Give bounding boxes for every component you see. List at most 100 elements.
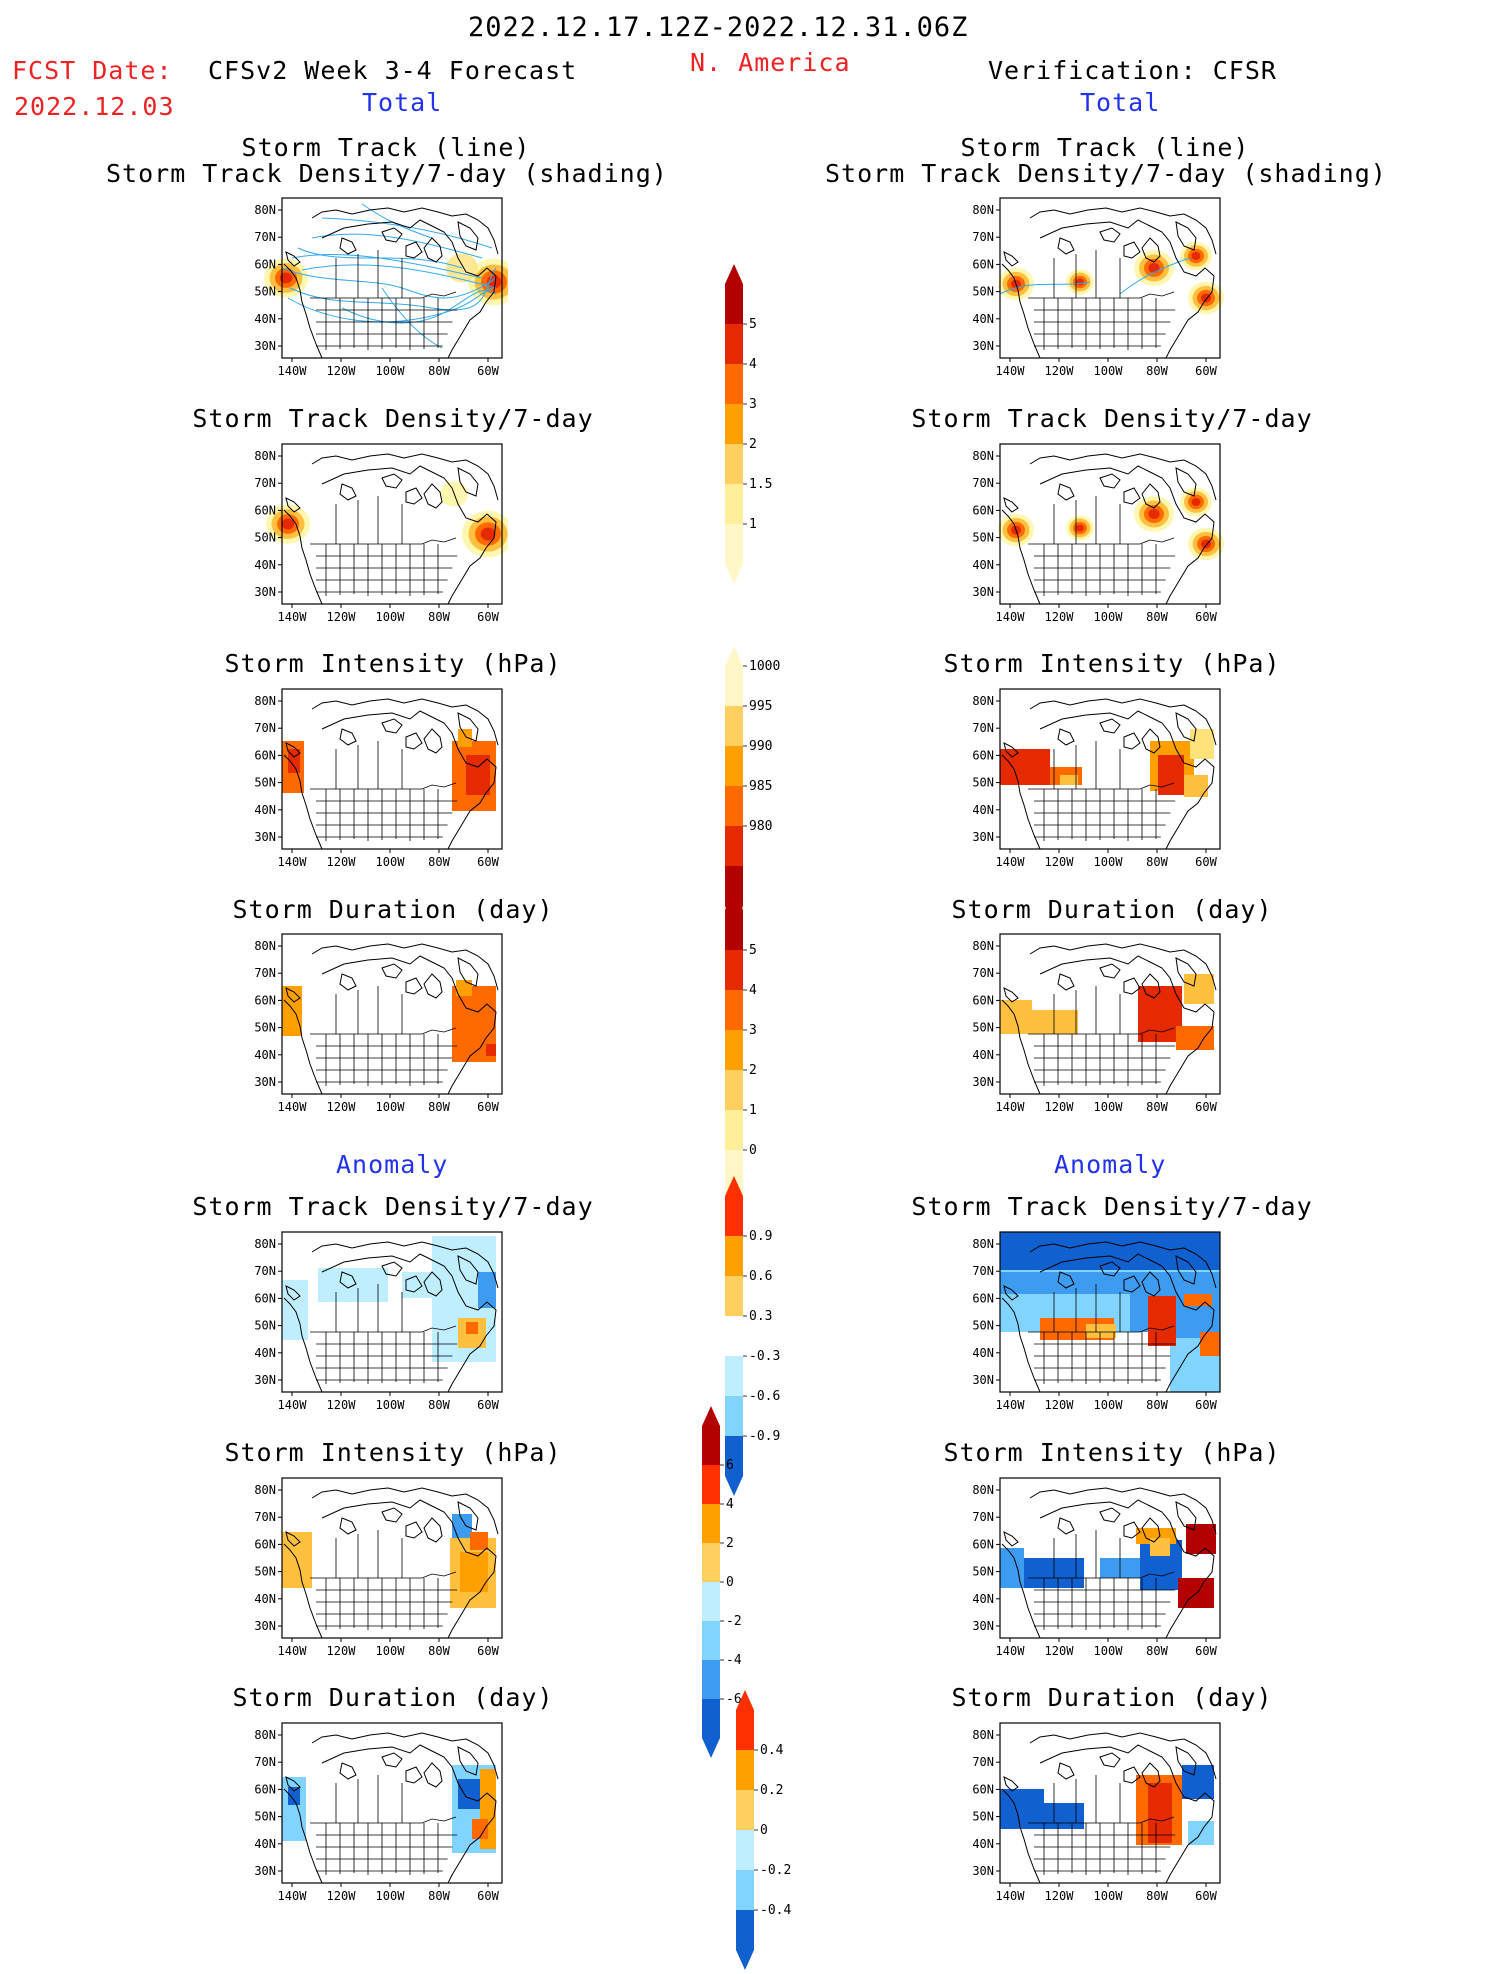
lon-tick-label: 80W xyxy=(428,1644,450,1658)
colorbar-tick-label: 5 xyxy=(749,317,757,332)
lat-tick-label: 80N xyxy=(972,939,994,953)
lon-tick-label: 80W xyxy=(428,364,450,378)
map-fcst-intensity-anomaly: 80N 70N 60N 50N 40N 30N 140W 120W 100W 80W 60W xyxy=(240,1474,508,1674)
map-fcst-density-anomaly: 80N 70N 60N 50N 40N 30N 140W 120W 100W 80W 60W xyxy=(240,1228,508,1428)
lat-tick-label: 80N xyxy=(972,1728,994,1742)
lon-tick-label: 80W xyxy=(428,1398,450,1412)
lon-tick-label: 120W xyxy=(1045,1100,1075,1114)
lat-tick-label: 50N xyxy=(972,531,994,545)
colorbar-tick-label: -0.4 xyxy=(760,1903,791,1918)
lat-tick-label: 40N xyxy=(254,1592,276,1606)
lon-tick-label: 100W xyxy=(1094,1644,1124,1658)
lat-tick-label: 50N xyxy=(254,1810,276,1824)
colorbar-tick-label: -6 xyxy=(726,1692,742,1707)
lon-tick-label: 100W xyxy=(376,610,406,624)
lon-tick-label: 100W xyxy=(376,1100,406,1114)
map-obs-storm-track: 80N 70N 60N 50N 40N 30N 140W 120W 100W 80W 60W xyxy=(958,194,1226,394)
lat-tick-label: 80N xyxy=(254,939,276,953)
colorbar-tick-label: 4 xyxy=(749,983,757,998)
lon-tick-label: 100W xyxy=(376,1398,406,1412)
lat-tick-label: 50N xyxy=(972,776,994,790)
colorbar-tick-label: -0.9 xyxy=(749,1429,780,1444)
lon-tick-label: 100W xyxy=(376,1889,406,1903)
lon-tick-label: 120W xyxy=(327,610,357,624)
colorbar-intensity-total: 1000 995 990 985 980 xyxy=(715,646,795,930)
colorbar-tick-label: -4 xyxy=(726,1653,742,1668)
lon-tick-label: 140W xyxy=(996,364,1026,378)
colorbar-tick-label: 0.9 xyxy=(749,1229,772,1244)
lon-tick-label: 140W xyxy=(278,1398,308,1412)
map-obs-duration: 80N 70N 60N 50N 40N 30N 140W 120W 100W 80W 60W xyxy=(958,930,1226,1130)
lat-tick-label: 70N xyxy=(972,1510,994,1524)
colorbar-density-total: 5 4 3 2 1.5 1 xyxy=(715,264,795,588)
left-track-title-2: Storm Track Density/7-day (shading) xyxy=(106,159,668,188)
lat-tick-label: 30N xyxy=(972,830,994,844)
lat-tick-label: 80N xyxy=(254,1237,276,1251)
right-anom-density-title: Storm Track Density/7-day xyxy=(911,1192,1313,1221)
colorbar-density-anomaly: 0.9 0.6 0.3 -0.3 -0.6 -0.9 xyxy=(715,1176,795,1500)
lat-tick-label: 60N xyxy=(254,748,276,762)
lon-tick-label: 120W xyxy=(327,1100,357,1114)
lat-tick-label: 80N xyxy=(254,203,276,217)
lon-tick-label: 100W xyxy=(1094,364,1124,378)
lat-tick-label: 30N xyxy=(972,339,994,353)
colorbar-tick-label: 2 xyxy=(726,1536,734,1551)
map-obs-duration-anomaly: 80N 70N 60N 50N 40N 30N 140W 120W 100W 80W 60W xyxy=(958,1719,1226,1919)
lon-tick-label: 80W xyxy=(428,1100,450,1114)
right-track-title-1: Storm Track (line) xyxy=(960,133,1250,162)
colorbar-tick-label: 0.3 xyxy=(749,1309,772,1324)
lat-tick-label: 50N xyxy=(254,776,276,790)
lon-tick-label: 60W xyxy=(1195,1100,1217,1114)
fcst-date-label: FCST Date: xyxy=(12,56,173,85)
lon-tick-label: 140W xyxy=(996,1889,1026,1903)
lon-tick-label: 100W xyxy=(376,855,406,869)
right-anom-intensity-title: Storm Intensity (hPa) xyxy=(943,1438,1281,1467)
left-anom-intensity-title: Storm Intensity (hPa) xyxy=(224,1438,562,1467)
lon-tick-label: 60W xyxy=(477,1398,499,1412)
lat-tick-label: 30N xyxy=(254,339,276,353)
lon-tick-label: 140W xyxy=(278,1889,308,1903)
lat-tick-label: 50N xyxy=(972,1810,994,1824)
lat-tick-label: 70N xyxy=(254,966,276,980)
lat-tick-label: 50N xyxy=(254,531,276,545)
lat-tick-label: 60N xyxy=(254,993,276,1007)
lat-tick-label: 30N xyxy=(254,830,276,844)
lon-tick-label: 80W xyxy=(1146,1644,1168,1658)
left-track-title-1: Storm Track (line) xyxy=(241,133,531,162)
right-anomaly-label: Anomaly xyxy=(1054,1150,1167,1179)
lon-tick-label: 80W xyxy=(428,855,450,869)
colorbar-tick-label: 985 xyxy=(749,779,772,794)
lat-tick-label: 60N xyxy=(972,1537,994,1551)
lat-tick-label: 40N xyxy=(254,1837,276,1851)
lon-tick-label: 120W xyxy=(1045,1398,1075,1412)
lat-tick-label: 60N xyxy=(254,1537,276,1551)
lat-tick-label: 50N xyxy=(254,1319,276,1333)
lon-tick-label: 60W xyxy=(477,610,499,624)
lon-tick-label: 140W xyxy=(996,855,1026,869)
colorbar-tick-label: 0.6 xyxy=(749,1269,772,1284)
map-fcst-density: 80N 70N 60N 50N 40N 30N 140W 120W 100W 80W 60W xyxy=(240,440,514,640)
lon-tick-label: 80W xyxy=(428,1889,450,1903)
colorbar-tick-label: 4 xyxy=(726,1497,734,1512)
lat-tick-label: 50N xyxy=(254,1565,276,1579)
right-track-title-2: Storm Track Density/7-day (shading) xyxy=(825,159,1387,188)
lat-tick-label: 30N xyxy=(972,1373,994,1387)
left-anomaly-label: Anomaly xyxy=(336,1150,449,1179)
colorbar-tick-label: 5 xyxy=(749,943,757,958)
lon-tick-label: 120W xyxy=(327,1889,357,1903)
lat-tick-label: 40N xyxy=(972,803,994,817)
colorbar-duration-total: 5 4 3 2 1 0 xyxy=(715,890,795,1214)
lat-tick-label: 30N xyxy=(254,1864,276,1878)
lon-tick-label: 140W xyxy=(278,1100,308,1114)
lon-tick-label: 120W xyxy=(327,1398,357,1412)
lat-tick-label: 30N xyxy=(972,1075,994,1089)
lon-tick-label: 140W xyxy=(278,855,308,869)
map-fcst-duration-anomaly: 80N 70N 60N 50N 40N 30N 140W 120W 100W 80W 60W xyxy=(240,1719,508,1919)
left-density-title: Storm Track Density/7-day xyxy=(192,404,594,433)
lat-tick-label: 30N xyxy=(972,585,994,599)
lon-tick-label: 140W xyxy=(996,1100,1026,1114)
map-obs-density: 80N 70N 60N 50N 40N 30N 140W 120W 100W 80W 60W xyxy=(958,440,1226,640)
lon-tick-label: 60W xyxy=(1195,1889,1217,1903)
colorbar-tick-label: -0.6 xyxy=(749,1389,780,1404)
lat-tick-label: 40N xyxy=(254,803,276,817)
